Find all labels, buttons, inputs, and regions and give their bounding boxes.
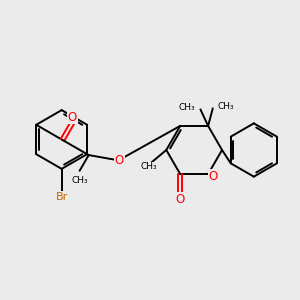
Text: O: O — [176, 193, 185, 206]
Text: O: O — [208, 170, 218, 183]
Text: CH₃: CH₃ — [141, 162, 158, 171]
Text: CH₃: CH₃ — [179, 103, 195, 112]
Text: Br: Br — [56, 192, 68, 202]
Text: O: O — [115, 154, 124, 167]
Text: CH₃: CH₃ — [71, 176, 88, 185]
Text: CH₃: CH₃ — [218, 102, 235, 111]
Text: O: O — [68, 110, 77, 124]
